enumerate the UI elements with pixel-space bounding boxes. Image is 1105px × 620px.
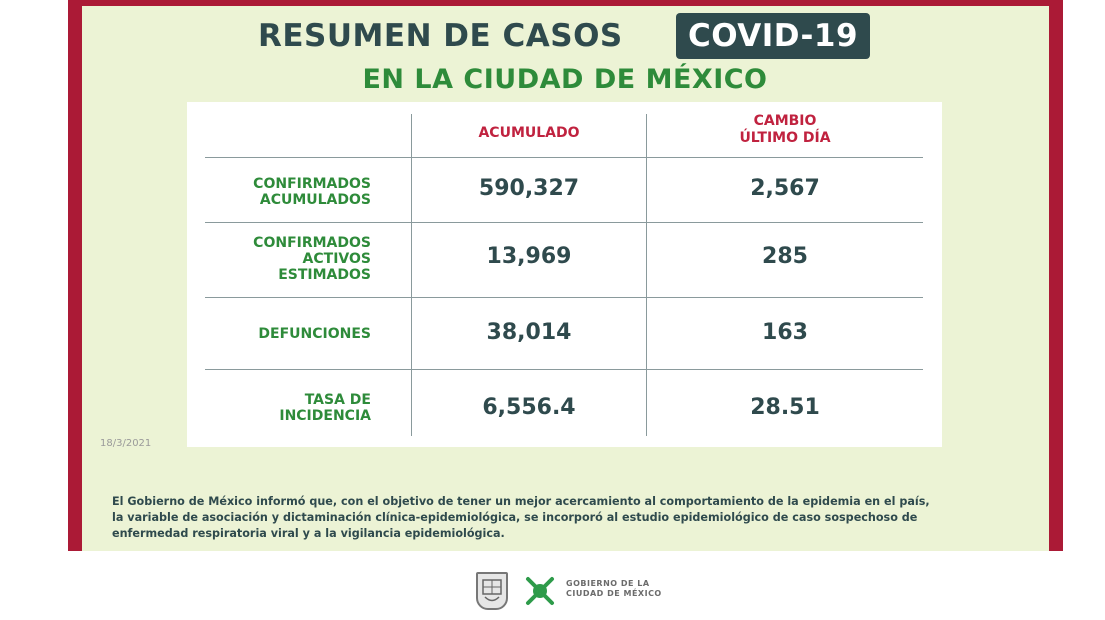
header-acumulado-label: ACUMULADO: [478, 125, 580, 141]
row-label-line: INCIDENCIA: [279, 408, 371, 424]
value-acumulado: 590,327: [478, 176, 580, 201]
row-divider: [205, 297, 923, 298]
value-acumulado: 6,556.4: [482, 395, 576, 420]
value-cambio: 2,567: [750, 176, 820, 201]
footnote-line: El Gobierno de México informó que, con e…: [112, 495, 930, 508]
summary-table: [187, 102, 942, 447]
row-label-tasa-incidencia: TASA DE INCIDENCIA: [279, 392, 371, 424]
government-logo-text: GOBIERNO DE LA CIUDAD DE MÉXICO: [566, 579, 662, 599]
logo-text-line2: CIUDAD DE MÉXICO: [566, 589, 662, 598]
row-label-line: CONFIRMADOS: [253, 176, 371, 192]
column-divider: [411, 114, 412, 436]
coat-of-arms-icon: [476, 572, 508, 610]
row-label-line: TASA DE: [304, 392, 371, 408]
footnote: El Gobierno de México informó que, con e…: [112, 494, 1022, 542]
row-label-line: CONFIRMADOS: [253, 235, 371, 251]
covid-badge: COVID-19: [676, 13, 870, 59]
value-cambio: 163: [762, 320, 808, 345]
row-label-line: DEFUNCIONES: [258, 326, 371, 342]
row-label-confirmados-acumulados: CONFIRMADOS ACUMULADOS: [253, 176, 371, 208]
value-cambio: 285: [762, 244, 808, 269]
footnote-line: enfermedad respiratoria viral y a la vig…: [112, 527, 505, 540]
value-acumulado: 13,969: [486, 244, 572, 269]
column-divider: [646, 114, 647, 436]
report-date: 18/3/2021: [100, 438, 152, 449]
value-cambio: 28.51: [750, 395, 820, 420]
page-subtitle: EN LA CIUDAD DE MÉXICO: [362, 64, 768, 95]
value-acumulado: 38,014: [486, 320, 572, 345]
logo-text-line1: GOBIERNO DE LA: [566, 579, 650, 588]
row-label-confirmados-activos: CONFIRMADOS ACTIVOS ESTIMADOS: [253, 235, 371, 283]
header-cambio: CAMBIO ÚLTIMO DÍA: [647, 113, 923, 147]
footnote-line: la variable de asociación y dictaminació…: [112, 511, 918, 524]
cdmx-logo-icon: [520, 571, 560, 611]
row-label-defunciones: DEFUNCIONES: [258, 326, 371, 342]
row-label-line: ACTIVOS: [302, 251, 371, 267]
row-divider: [205, 369, 923, 370]
coat-of-arms-glyph: [482, 579, 502, 602]
row-divider: [205, 222, 923, 223]
header-cambio-line1: CAMBIO: [753, 113, 817, 129]
row-divider: [205, 157, 923, 158]
row-label-line: ACUMULADOS: [259, 192, 371, 208]
page-title: RESUMEN DE CASOS: [258, 18, 623, 54]
row-label-line: ESTIMADOS: [278, 267, 371, 283]
cdmx-logo-glyph: [526, 577, 554, 605]
header-acumulado: ACUMULADO: [412, 125, 646, 142]
header-cambio-line2: ÚLTIMO DÍA: [739, 130, 831, 146]
